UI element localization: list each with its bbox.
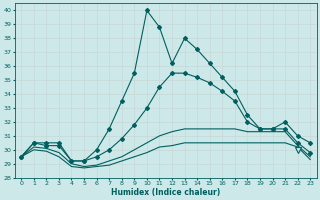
X-axis label: Humidex (Indice chaleur): Humidex (Indice chaleur) — [111, 188, 220, 197]
